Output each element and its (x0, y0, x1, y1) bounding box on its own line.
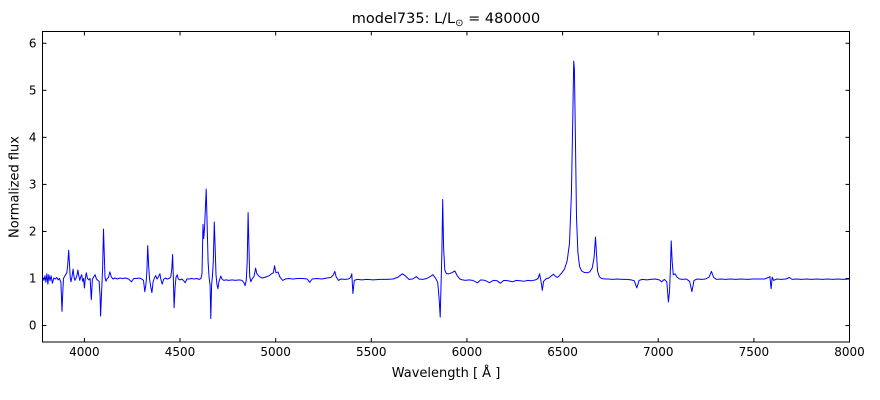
sun-symbol: ⊙ (455, 18, 464, 29)
y-tick-label: 0 (29, 319, 37, 333)
plot-title: model735: L/L⊙ = 480000 (352, 11, 541, 29)
x-axis-label: Wavelength [ Å ] (391, 366, 501, 381)
x-tick-label: 6500 (547, 345, 578, 359)
x-tick-label: 5000 (260, 345, 291, 359)
plot-title-value: = 480000 (463, 11, 541, 27)
plot-frame (42, 31, 850, 343)
x-tick-label: 4500 (165, 345, 196, 359)
x-tick-label: 6000 (452, 345, 483, 359)
y-tick-label: 5 (29, 83, 37, 97)
y-tick-label: 1 (29, 271, 37, 285)
plot-title-text: model735: L/L (351, 11, 456, 27)
x-tick-label: 4000 (69, 345, 100, 359)
y-tick-label: 6 (29, 36, 37, 50)
y-tick-label: 2 (29, 224, 37, 238)
x-tick-label: 8000 (834, 345, 865, 359)
y-tick-label: 3 (29, 177, 37, 191)
x-tick-label: 5500 (356, 345, 387, 359)
y-axis-label: Normalized flux (7, 136, 23, 238)
x-tick-label: 7000 (643, 345, 674, 359)
y-tick-label: 4 (29, 130, 37, 144)
spectrum-line (42, 60, 850, 319)
x-tick-label: 7500 (739, 345, 770, 359)
